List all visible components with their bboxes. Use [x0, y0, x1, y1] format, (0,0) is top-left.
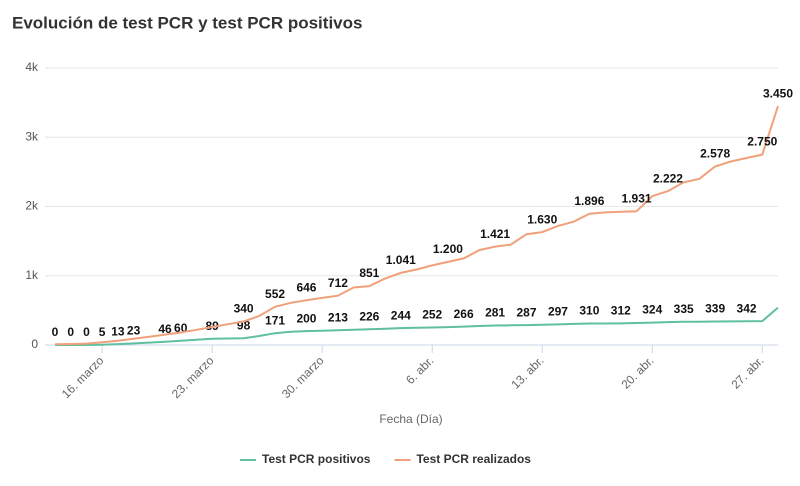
x-tick-label: 30. marzo [279, 353, 327, 401]
data-label: 342 [737, 301, 757, 315]
y-tick-label: 4k [25, 60, 39, 74]
data-label: 281 [485, 306, 505, 320]
data-label: 266 [454, 307, 474, 321]
legend-label: Test PCR positivos [262, 452, 371, 466]
data-label: 171 [265, 313, 285, 327]
data-label: 324 [642, 303, 662, 317]
data-label: 312 [611, 304, 631, 318]
data-label: 646 [296, 280, 316, 294]
x-axis-label: Fecha (Día) [379, 412, 442, 426]
data-label: 13 [111, 324, 125, 338]
data-label: 213 [328, 310, 348, 324]
data-label: 851 [359, 266, 379, 280]
data-label: 2.578 [700, 147, 730, 161]
data-label: 244 [391, 308, 411, 322]
data-label: 252 [422, 308, 442, 322]
data-label: 1.630 [527, 212, 557, 226]
data-label: 2.222 [653, 171, 683, 185]
data-label: 339 [705, 302, 725, 316]
data-label: 340 [234, 302, 254, 316]
x-tick-label: 16. marzo [59, 353, 107, 401]
chart-title: Evolución de test PCR y test PCR positiv… [12, 13, 362, 32]
data-label: 23 [127, 324, 141, 338]
data-label: 46 [158, 322, 172, 336]
data-label: 1.896 [574, 194, 604, 208]
y-tick-label: 0 [31, 337, 38, 351]
data-label: 0 [83, 325, 90, 339]
series-line [54, 105, 779, 346]
data-label: 2.750 [747, 135, 777, 149]
data-label: 552 [265, 287, 285, 301]
x-tick-label: 13. abr. [508, 353, 546, 391]
data-label: 5 [99, 325, 106, 339]
data-label: 335 [674, 302, 694, 316]
series-line [55, 306, 779, 346]
x-tick-label: 27. abr. [728, 353, 766, 391]
data-label: 310 [579, 304, 599, 318]
data-label: 297 [548, 305, 568, 319]
y-tick-label: 1k [25, 268, 39, 282]
data-label: 200 [296, 311, 316, 325]
data-label: 712 [328, 276, 348, 290]
y-tick-label: 2k [25, 199, 39, 213]
y-tick-label: 3k [25, 129, 39, 143]
x-tick-label: 23. marzo [169, 353, 217, 401]
data-label: 1.200 [433, 242, 463, 256]
data-label: 3.450 [763, 86, 793, 100]
data-label: 0 [67, 325, 74, 339]
legend-label: Test PCR realizados [416, 452, 531, 466]
x-tick-label: 20. abr. [618, 353, 656, 391]
data-label: 1.041 [386, 253, 416, 267]
data-label: 226 [359, 310, 379, 324]
x-tick-label: 6. abr. [403, 353, 436, 386]
data-label: 1.421 [480, 227, 510, 241]
data-label: 0 [52, 325, 59, 339]
data-label: 287 [517, 305, 537, 319]
data-label: 1.931 [622, 191, 652, 205]
